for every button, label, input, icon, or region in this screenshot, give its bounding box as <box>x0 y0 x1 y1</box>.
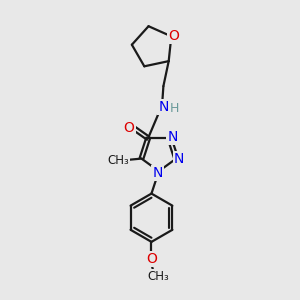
Text: N: N <box>158 100 169 114</box>
Text: N: N <box>152 166 163 180</box>
Text: CH₃: CH₃ <box>107 154 129 166</box>
Text: O: O <box>146 252 157 266</box>
Text: H: H <box>169 102 179 115</box>
Text: CH₃: CH₃ <box>147 269 169 283</box>
Text: O: O <box>124 121 134 135</box>
Text: N: N <box>174 152 184 166</box>
Text: N: N <box>167 130 178 144</box>
Text: O: O <box>168 29 179 43</box>
